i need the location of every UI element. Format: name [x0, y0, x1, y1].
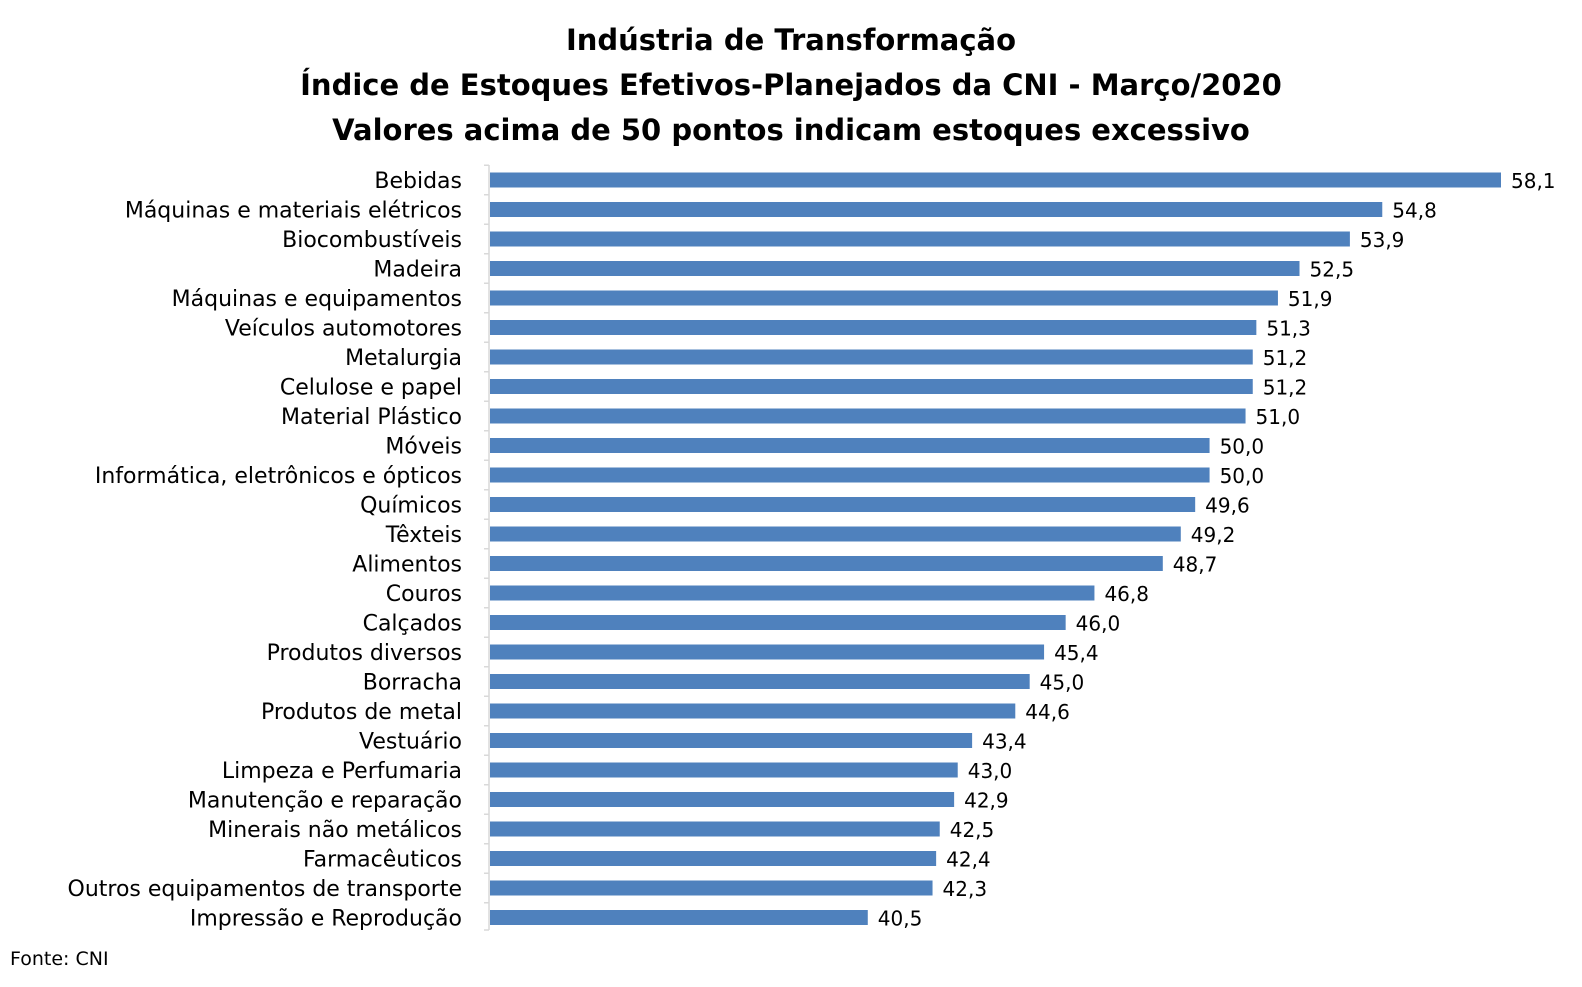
bar: [490, 526, 1181, 542]
chart-title: Indústria de Transformação Índice de Est…: [0, 18, 1582, 153]
value-label: 54,8: [1392, 199, 1437, 223]
bar: [490, 261, 1300, 276]
bar: [490, 349, 1253, 365]
value-label: 42,9: [964, 789, 1009, 813]
bar: [490, 408, 1246, 424]
bar: [490, 467, 1210, 483]
category-label: Impressão e Reprodução: [190, 907, 462, 932]
value-label: 50,0: [1220, 435, 1265, 459]
category-label: Minerais não metálicos: [208, 818, 462, 843]
value-label: 42,3: [943, 877, 988, 901]
value-label: 48,7: [1173, 553, 1218, 577]
category-label: Vestuário: [359, 730, 462, 755]
value-label: 53,9: [1360, 228, 1405, 252]
value-label: 49,2: [1191, 523, 1236, 547]
bar: [490, 379, 1253, 394]
bar: [490, 910, 868, 925]
category-label: Informática, eletrônicos e ópticos: [95, 464, 462, 489]
category-label: Calçados: [363, 612, 462, 637]
source-note: Fonte: CNI: [10, 948, 109, 970]
category-label: Produtos de metal: [261, 700, 462, 725]
bar: [490, 497, 1196, 512]
category-label: Químicos: [360, 494, 462, 519]
value-label: 50,0: [1220, 464, 1265, 488]
bar: [490, 792, 955, 807]
value-label: 45,4: [1054, 641, 1099, 665]
value-label: 43,0: [968, 759, 1013, 783]
bar: [490, 172, 1501, 188]
category-label: Borracha: [363, 671, 462, 696]
chart-title-line-2: Índice de Estoques Efetivos-Planejados d…: [300, 68, 1282, 102]
category-label: Madeira: [373, 258, 462, 283]
bar: [490, 290, 1278, 306]
value-label: 42,4: [946, 848, 991, 872]
value-label: 51,2: [1263, 376, 1308, 400]
value-label: 45,0: [1040, 671, 1085, 695]
value-label: 58,1: [1511, 169, 1556, 193]
category-label: Biocombustíveis: [282, 228, 462, 253]
value-label: 51,2: [1263, 346, 1308, 370]
bar: [490, 674, 1030, 689]
bar: [490, 851, 937, 866]
category-label: Bebidas: [374, 169, 462, 194]
category-label: Metalurgia: [345, 346, 462, 371]
bar: [490, 703, 1016, 719]
bar: [490, 231, 1350, 247]
bar: [490, 438, 1210, 453]
bar: [490, 762, 958, 778]
bar: [490, 733, 973, 748]
category-label: Alimentos: [352, 553, 462, 578]
value-label: 46,8: [1104, 582, 1149, 606]
value-label: 43,4: [982, 730, 1027, 754]
bar: [490, 644, 1045, 660]
category-label: Produtos diversos: [267, 641, 462, 666]
value-label: 51,3: [1266, 317, 1311, 341]
bar: [490, 320, 1257, 335]
value-label: 51,0: [1256, 405, 1301, 429]
value-label: 40,5: [878, 907, 923, 931]
value-label: 49,6: [1205, 494, 1250, 518]
bar: [490, 556, 1163, 571]
value-label: 51,9: [1288, 287, 1333, 311]
bar: [490, 821, 940, 837]
bar: [490, 585, 1095, 601]
category-label: Limpeza e Perfumaria: [222, 759, 462, 784]
category-label: Veículos automotores: [225, 317, 462, 342]
value-label: 46,0: [1076, 612, 1121, 636]
bar: [490, 202, 1383, 217]
category-label: Couros: [386, 582, 462, 607]
chart-title-line-3: Valores acima de 50 pontos indicam estoq…: [332, 113, 1250, 147]
category-label: Celulose e papel: [280, 376, 462, 401]
value-label: 42,5: [950, 818, 995, 842]
value-label: 44,6: [1025, 700, 1070, 724]
category-label: Máquinas e materiais elétricos: [125, 199, 462, 224]
chart-title-line-1: Indústria de Transformação: [565, 23, 1017, 57]
category-label: Material Plástico: [281, 405, 462, 430]
category-label: Manutenção e reparação: [188, 789, 462, 814]
category-label: Móveis: [385, 435, 462, 460]
category-label: Farmacêuticos: [303, 848, 462, 873]
bar: [490, 880, 933, 896]
category-label: Outros equipamentos de transporte: [68, 877, 463, 902]
bar: [490, 615, 1066, 630]
category-label: Têxteis: [385, 523, 462, 548]
category-label: Máquinas e equipamentos: [172, 287, 462, 312]
value-label: 52,5: [1310, 258, 1355, 282]
